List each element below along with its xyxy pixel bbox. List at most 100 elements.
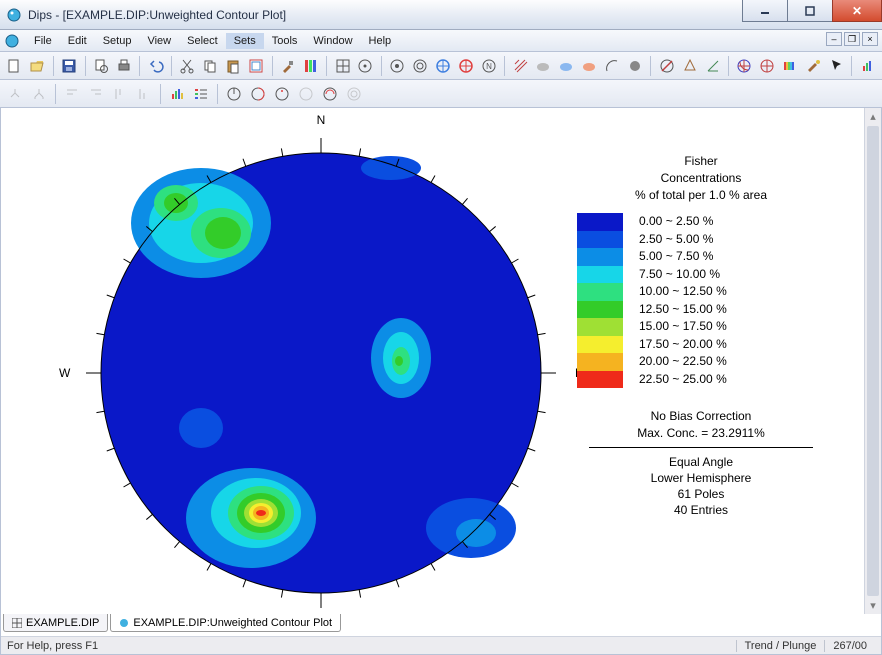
menu-view[interactable]: View bbox=[139, 33, 179, 49]
bars-icon[interactable] bbox=[166, 83, 188, 105]
align4-icon[interactable] bbox=[133, 83, 155, 105]
c4-icon[interactable] bbox=[295, 83, 317, 105]
cloudgrey-icon[interactable] bbox=[533, 55, 554, 77]
angle-icon[interactable] bbox=[702, 55, 723, 77]
nocircle-icon[interactable] bbox=[656, 55, 677, 77]
cut-icon[interactable] bbox=[177, 55, 198, 77]
menu-select[interactable]: Select bbox=[179, 33, 226, 49]
vertical-scrollbar[interactable]: ▴ ▾ bbox=[864, 108, 881, 614]
pointer-icon[interactable] bbox=[825, 55, 846, 77]
legend-tool-icon[interactable] bbox=[300, 55, 321, 77]
list-icon[interactable] bbox=[190, 83, 212, 105]
undo-icon[interactable] bbox=[145, 55, 166, 77]
mdi-close-button[interactable]: × bbox=[862, 32, 878, 46]
work-area: N E S W bbox=[0, 108, 882, 655]
compass-icon[interactable]: N bbox=[478, 55, 499, 77]
target2-icon[interactable] bbox=[410, 55, 431, 77]
tab-plot[interactable]: EXAMPLE.DIP:Unweighted Contour Plot bbox=[110, 614, 341, 632]
color-seg bbox=[577, 318, 623, 336]
targetblue-icon[interactable] bbox=[433, 55, 454, 77]
color-range-label: 15.00 ~ 17.50 % bbox=[639, 318, 727, 336]
color-range-label: 12.50 ~ 15.00 % bbox=[639, 301, 727, 319]
mdi-restore-button[interactable]: ❐ bbox=[844, 32, 860, 46]
c6-icon[interactable] bbox=[343, 83, 365, 105]
hatch-icon[interactable] bbox=[510, 55, 531, 77]
app-icon bbox=[6, 7, 22, 23]
tab-data-label: EXAMPLE.DIP bbox=[26, 617, 99, 629]
legend-title-1: Fisher bbox=[571, 153, 831, 170]
maximize-button[interactable] bbox=[787, 0, 833, 22]
print-preview-icon[interactable] bbox=[91, 55, 112, 77]
scroll-up-icon[interactable]: ▴ bbox=[865, 108, 881, 125]
color-range-label: 22.50 ~ 25.00 % bbox=[639, 371, 727, 389]
disc-icon[interactable] bbox=[625, 55, 646, 77]
print-icon[interactable] bbox=[113, 55, 134, 77]
stereonet: N E S W bbox=[61, 113, 581, 614]
tab-data[interactable]: EXAMPLE.DIP bbox=[3, 614, 108, 632]
tab-plot-label: EXAMPLE.DIP:Unweighted Contour Plot bbox=[133, 617, 332, 629]
net2-icon[interactable] bbox=[757, 55, 778, 77]
target1-icon[interactable] bbox=[387, 55, 408, 77]
circle-dot-icon[interactable] bbox=[355, 55, 376, 77]
legend-proj: Equal Angle bbox=[571, 454, 831, 470]
scroll-down-icon[interactable]: ▾ bbox=[865, 597, 881, 614]
paint-icon[interactable] bbox=[803, 55, 824, 77]
close-button[interactable]: ✕ bbox=[832, 0, 882, 22]
align1-icon[interactable] bbox=[61, 83, 83, 105]
legend-divider bbox=[589, 447, 813, 448]
legend-title-2: Concentrations bbox=[571, 170, 831, 187]
hammer-icon[interactable] bbox=[277, 55, 298, 77]
color-seg bbox=[577, 301, 623, 319]
open-icon[interactable] bbox=[27, 55, 48, 77]
menu-tools[interactable]: Tools bbox=[264, 33, 306, 49]
window-title: Dips - [EXAMPLE.DIP:Unweighted Contour P… bbox=[28, 8, 743, 22]
c5-icon[interactable] bbox=[319, 83, 341, 105]
c2-icon[interactable] bbox=[247, 83, 269, 105]
cloudblue-icon[interactable] bbox=[556, 55, 577, 77]
grid-icon[interactable] bbox=[332, 55, 353, 77]
new-icon[interactable] bbox=[4, 55, 25, 77]
color-seg bbox=[577, 213, 623, 231]
status-help: For Help, press F1 bbox=[7, 640, 98, 652]
targetred-icon[interactable] bbox=[455, 55, 476, 77]
align2-icon[interactable] bbox=[85, 83, 107, 105]
plot-canvas: N E S W bbox=[1, 108, 864, 614]
color-seg bbox=[577, 248, 623, 266]
legend-max: Max. Conc. = 23.2911% bbox=[571, 425, 831, 441]
save-icon[interactable] bbox=[59, 55, 80, 77]
paste-icon[interactable] bbox=[223, 55, 244, 77]
metafile-icon[interactable] bbox=[246, 55, 267, 77]
status-value: 267/00 bbox=[824, 640, 875, 652]
c1-icon[interactable] bbox=[223, 83, 245, 105]
menu-setup[interactable]: Setup bbox=[95, 33, 140, 49]
menu-bar: File Edit Setup View Select Sets Tools W… bbox=[0, 30, 882, 52]
menu-edit[interactable]: Edit bbox=[60, 33, 95, 49]
tree2-icon[interactable] bbox=[28, 83, 50, 105]
menu-window[interactable]: Window bbox=[305, 33, 360, 49]
c3-icon[interactable] bbox=[271, 83, 293, 105]
copy-icon[interactable] bbox=[200, 55, 221, 77]
chart-icon[interactable] bbox=[857, 55, 878, 77]
legend-hemi: Lower Hemisphere bbox=[571, 470, 831, 486]
toolbar-main: N bbox=[0, 52, 882, 80]
color-range-label: 20.00 ~ 22.50 % bbox=[639, 353, 727, 371]
menu-sets[interactable]: Sets bbox=[226, 33, 264, 49]
tree1-icon[interactable] bbox=[4, 83, 26, 105]
net1-icon[interactable] bbox=[734, 55, 755, 77]
align3-icon[interactable] bbox=[109, 83, 131, 105]
svg-text:N: N bbox=[486, 62, 492, 71]
grid-tab-icon bbox=[12, 618, 22, 628]
menu-help[interactable]: Help bbox=[361, 33, 400, 49]
cone-icon[interactable] bbox=[679, 55, 700, 77]
rainbow-icon[interactable] bbox=[780, 55, 801, 77]
legend: Fisher Concentrations % of total per 1.0… bbox=[571, 153, 831, 519]
scroll-thumb[interactable] bbox=[867, 126, 879, 596]
menu-file[interactable]: File bbox=[26, 33, 60, 49]
minimize-button[interactable] bbox=[742, 0, 788, 22]
color-seg bbox=[577, 371, 623, 389]
mdi-minimize-button[interactable]: – bbox=[826, 32, 842, 46]
color-labels: 0.00 ~ 2.50 %2.50 ~ 5.00 %5.00 ~ 7.50 %7… bbox=[639, 213, 727, 388]
arc-icon[interactable] bbox=[602, 55, 623, 77]
legend-bias: No Bias Correction bbox=[571, 408, 831, 424]
cloudred-icon[interactable] bbox=[579, 55, 600, 77]
